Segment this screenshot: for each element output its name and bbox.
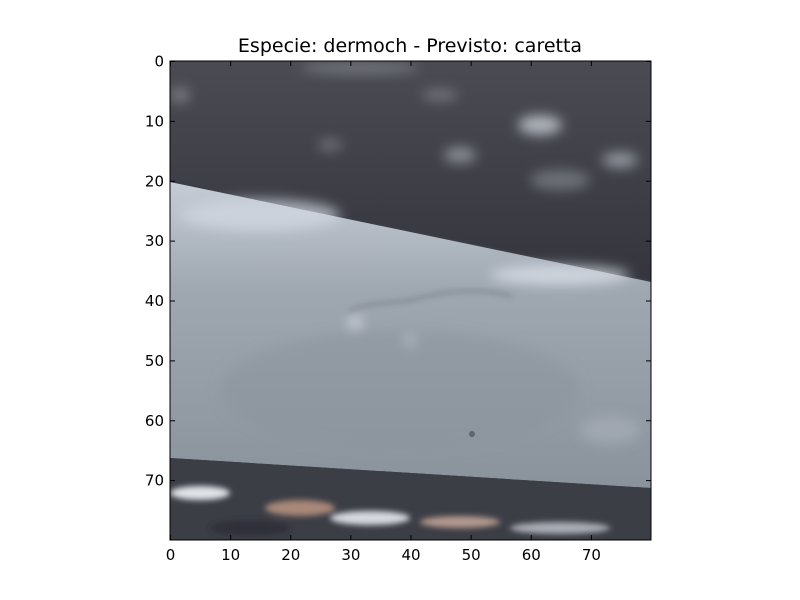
x-tick-label: 30 xyxy=(341,546,360,564)
x-tick-label: 10 xyxy=(221,546,240,564)
x-tick-label: 40 xyxy=(401,546,420,564)
y-tick-label: 40 xyxy=(145,292,164,310)
x-tick-label: 20 xyxy=(281,546,300,564)
x-axis: 0 10 20 30 40 50 60 70 xyxy=(166,61,601,564)
crack-line xyxy=(347,290,513,313)
figure-title: Especie: dermoch - Previsto: caretta xyxy=(238,35,582,57)
y-axis: 0 10 20 30 40 50 60 70 xyxy=(145,53,651,490)
upper-dark-band xyxy=(170,61,651,280)
y-tick-label: 20 xyxy=(145,172,164,190)
y-tick-label: 70 xyxy=(145,472,164,490)
x-tick-label: 0 xyxy=(166,546,176,564)
y-tick-label: 10 xyxy=(145,112,164,130)
x-tick-label: 70 xyxy=(582,546,601,564)
y-tick-label: 50 xyxy=(145,352,164,370)
lower-dark-band xyxy=(170,458,651,540)
x-tick-label: 60 xyxy=(522,546,541,564)
y-tick-label: 0 xyxy=(154,53,164,71)
y-tick-label: 30 xyxy=(145,232,164,250)
y-tick-label: 60 xyxy=(145,412,164,430)
x-tick-label: 50 xyxy=(462,546,481,564)
photo-image xyxy=(170,61,651,540)
